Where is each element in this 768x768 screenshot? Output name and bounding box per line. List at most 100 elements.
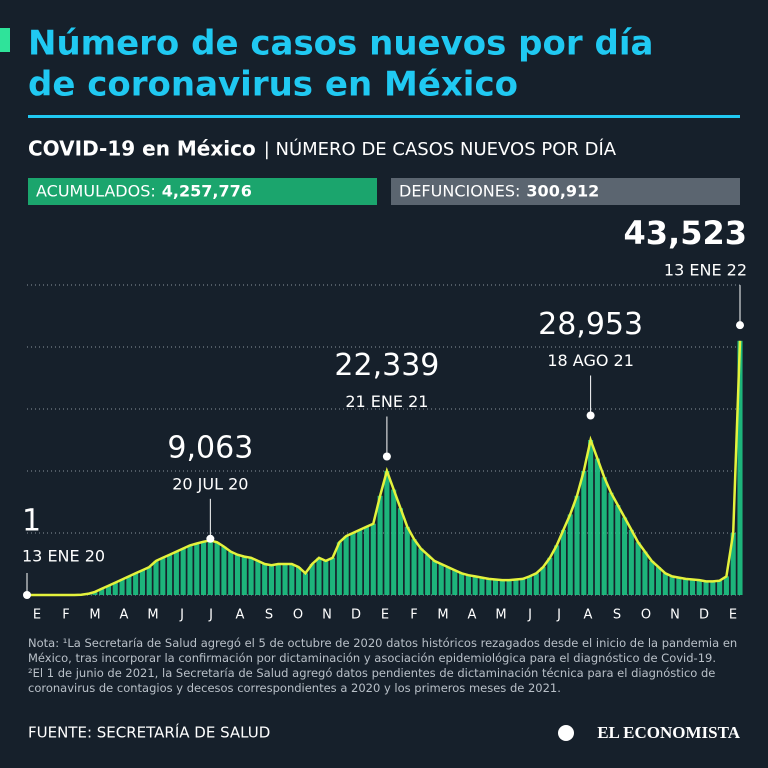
bar — [676, 577, 682, 595]
x-tick-label: O — [293, 608, 303, 623]
bar — [513, 579, 519, 595]
bar — [710, 581, 716, 595]
x-tick-label: E — [33, 608, 41, 623]
bar — [119, 579, 125, 595]
peak-date: 18 AGO 21 — [547, 351, 634, 370]
bar — [275, 564, 281, 595]
stat-value: 300,912 — [526, 182, 599, 201]
title-line: Número de casos nuevos por día — [28, 24, 653, 64]
peak-value: 1 — [22, 504, 41, 539]
bar — [452, 570, 458, 595]
bar — [139, 570, 145, 595]
divider — [28, 115, 740, 118]
bar — [662, 573, 668, 595]
x-tick-label: J — [556, 608, 561, 623]
bar — [363, 526, 370, 595]
bar — [438, 564, 444, 595]
x-tick-label: J — [208, 608, 213, 623]
x-tick-label: A — [120, 608, 129, 623]
bar — [207, 540, 213, 595]
bar — [635, 542, 641, 595]
source: FUENTE: SECRETARÍA DE SALUD — [28, 723, 270, 742]
notes: Nota: ¹La Secretaría de Salud agregó el … — [28, 636, 742, 696]
x-tick-label: D — [351, 608, 361, 623]
note: ²El 1 de junio de 2021, la Secretaría de… — [28, 666, 716, 695]
bar — [689, 579, 696, 595]
bar — [520, 578, 526, 595]
peak-value: 28,953 — [538, 307, 643, 342]
peak-point — [736, 321, 744, 330]
peak-value: 22,339 — [334, 348, 439, 383]
bar — [703, 581, 709, 595]
x-tick-label: A — [236, 608, 245, 623]
bar — [323, 560, 329, 595]
peak-date: 20 JUL 20 — [172, 474, 248, 493]
bar — [370, 523, 376, 595]
bar — [730, 533, 736, 595]
bar — [391, 489, 397, 595]
stat-box — [28, 178, 377, 205]
x-tick-label: N — [670, 608, 680, 623]
brand: EL ECONOMISTA — [597, 723, 741, 742]
bar — [153, 560, 159, 595]
x-tick-label: F — [62, 608, 69, 623]
x-tick-label: J — [179, 608, 184, 623]
bar — [594, 458, 600, 595]
x-tick-label: O — [641, 608, 651, 623]
bar — [696, 580, 702, 595]
bar — [248, 557, 254, 595]
brand-icon — [558, 725, 574, 741]
stat-label: DEFUNCIONES: — [399, 182, 520, 201]
note: Nota: ¹La Secretaría de Salud agregó el … — [28, 636, 738, 665]
bar — [167, 554, 173, 595]
bar — [133, 573, 139, 595]
subtitle: COVID-19 en México — [28, 137, 256, 161]
bar — [92, 591, 98, 595]
bar — [628, 529, 634, 595]
bar — [146, 567, 152, 595]
bar — [268, 565, 275, 595]
x-tick-label: J — [527, 608, 532, 623]
bar — [126, 576, 132, 595]
x-tick-label: A — [584, 608, 593, 623]
bar — [717, 580, 723, 595]
bar — [330, 557, 336, 595]
x-tick-label: M — [495, 608, 506, 623]
bar — [262, 564, 268, 595]
bar — [112, 582, 118, 595]
bar — [425, 554, 431, 595]
bar — [173, 551, 179, 595]
bar — [228, 551, 234, 595]
bar — [397, 508, 404, 595]
bar — [472, 576, 478, 595]
subtitle-detail: | NÚMERO DE CASOS NUEVOS POR DÍA — [264, 138, 617, 160]
bar — [343, 536, 349, 595]
bar — [194, 543, 200, 595]
bar — [302, 573, 308, 595]
bar — [723, 576, 729, 595]
peak-point — [382, 452, 391, 461]
bar — [615, 505, 621, 595]
peak-point — [23, 590, 31, 599]
bar — [486, 578, 492, 595]
bar — [234, 554, 241, 595]
peak-point — [586, 411, 595, 420]
x-tick-label: A — [468, 608, 477, 623]
bar — [506, 580, 512, 595]
x-tick-label: N — [322, 608, 332, 623]
peak-date: 13 ENE 20 — [22, 547, 105, 566]
bar — [479, 577, 485, 595]
bar — [574, 495, 580, 595]
bar — [533, 573, 539, 595]
bar — [160, 557, 166, 595]
x-tick-label: D — [699, 608, 709, 623]
bar — [526, 576, 533, 595]
bar — [554, 545, 560, 595]
stat-value: 4,257,776 — [162, 182, 252, 201]
bar — [289, 564, 295, 595]
x-tick-label: M — [437, 608, 448, 623]
x-tick-label: M — [89, 608, 100, 623]
bar — [737, 340, 743, 595]
